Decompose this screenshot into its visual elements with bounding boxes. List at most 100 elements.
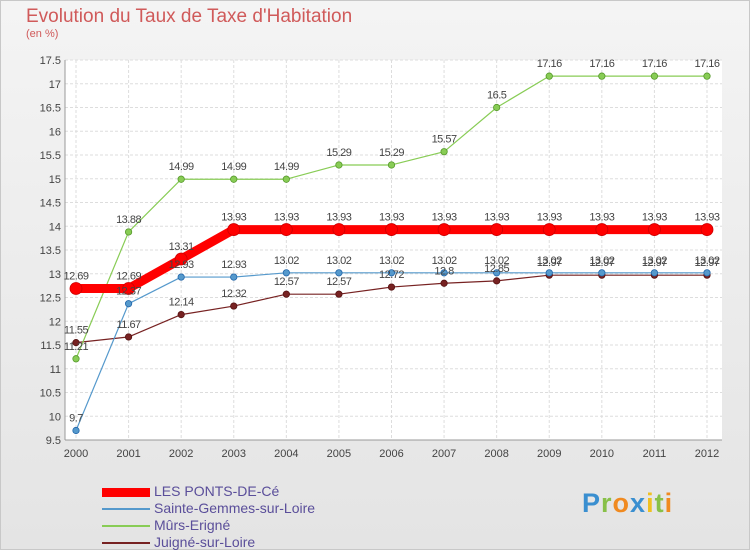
data-point	[72, 355, 80, 363]
data-label: 12.93	[221, 259, 246, 271]
data-point	[230, 273, 238, 281]
data-point	[493, 103, 501, 112]
data-point	[282, 269, 290, 277]
data-point	[335, 290, 343, 298]
data-label: 12.69	[116, 270, 141, 282]
x-tick-label: 2011	[643, 448, 667, 460]
y-tick-label: 16	[49, 126, 61, 138]
data-label: 13.02	[694, 255, 719, 267]
data-label: 15.57	[432, 134, 457, 146]
data-point	[387, 283, 396, 291]
data-point	[72, 426, 80, 435]
data-point	[387, 161, 396, 169]
data-point	[227, 223, 241, 236]
y-tick-label: 12.5	[40, 293, 61, 305]
data-point	[279, 223, 293, 236]
x-tick-label: 2008	[484, 448, 508, 460]
y-tick-label: 13	[49, 269, 61, 281]
data-point	[440, 148, 448, 156]
data-label: 13.93	[694, 212, 719, 224]
data-point	[385, 223, 398, 236]
x-tick-label: 2004	[274, 448, 298, 460]
logo-letter: t	[654, 488, 665, 518]
legend-swatch	[102, 542, 150, 544]
y-tick-label: 16.5	[40, 103, 61, 115]
data-label: 11.67	[116, 319, 141, 331]
data-label: 17.16	[537, 58, 562, 70]
data-point	[122, 282, 135, 295]
data-point	[598, 269, 606, 277]
data-label: 13.02	[484, 255, 509, 267]
x-tick-label: 2006	[379, 448, 403, 460]
y-tick-label: 15.5	[40, 150, 61, 162]
data-point	[545, 269, 553, 277]
legend-swatch	[102, 487, 150, 497]
x-tick-label: 2001	[116, 448, 140, 460]
data-label: 13.93	[274, 212, 299, 224]
data-point	[282, 290, 290, 298]
data-point	[335, 161, 343, 169]
data-label: 17.16	[589, 58, 614, 70]
y-tick-label: 15	[49, 174, 61, 186]
data-point	[650, 269, 659, 277]
data-point	[174, 252, 188, 266]
x-tick-label: 2010	[590, 448, 614, 460]
y-tick-label: 14	[49, 221, 61, 233]
legend-label: Juigné-sur-Loire	[154, 534, 256, 550]
data-label: 17.16	[642, 58, 667, 70]
data-point	[493, 277, 501, 285]
data-label: 14.99	[274, 161, 299, 173]
data-point	[72, 339, 80, 347]
data-label: 13.93	[537, 212, 562, 224]
data-label: 13.93	[484, 212, 509, 224]
data-point	[440, 269, 448, 277]
data-label: 13.88	[116, 214, 141, 226]
data-point	[440, 279, 448, 287]
y-tick-label: 11	[50, 364, 61, 376]
plot-area	[65, 60, 722, 440]
data-label: 12.32	[221, 288, 246, 300]
x-tick-label: 2012	[695, 448, 719, 460]
data-point	[545, 72, 553, 80]
legend-swatch	[102, 525, 150, 527]
data-point	[598, 72, 606, 80]
data-point	[124, 228, 133, 236]
data-point	[335, 269, 343, 277]
data-label: 12.72	[379, 269, 404, 281]
data-point	[490, 223, 504, 236]
logo-letter: x	[630, 488, 647, 518]
data-label: 16.5	[487, 90, 507, 102]
chart-title: Evolution du Taux de Taxe d'Habitation	[26, 6, 353, 27]
x-tick-label: 2009	[537, 448, 561, 460]
logo-letter: P	[582, 488, 602, 518]
y-tick-label: 9.5	[46, 435, 61, 447]
chart-subtitle: (en %)	[26, 28, 59, 40]
data-label: 13.02	[326, 255, 351, 267]
data-label: 13.93	[221, 212, 246, 224]
data-point	[437, 223, 451, 236]
data-label: 13.93	[589, 212, 614, 224]
data-point	[69, 282, 83, 295]
x-tick-label: 2007	[432, 448, 456, 460]
data-label: 17.16	[694, 58, 719, 70]
data-label: 13.93	[642, 212, 667, 224]
data-point	[648, 223, 661, 236]
y-tick-label: 17.5	[40, 55, 61, 67]
data-label: 12.8	[434, 265, 454, 277]
data-label: 12.97	[694, 257, 719, 269]
y-tick-label: 10	[49, 411, 61, 423]
legend-swatch	[102, 508, 150, 510]
data-label: 13.02	[589, 255, 614, 267]
data-label: 13.02	[432, 255, 457, 267]
data-label: 11.21	[64, 341, 89, 353]
data-label: 12.93	[169, 259, 194, 271]
data-label: 9.7	[69, 413, 83, 425]
data-label: 15.29	[379, 147, 404, 159]
x-tick-label: 2002	[169, 448, 193, 460]
legend-label: Mûrs-Erigné	[154, 517, 231, 533]
x-tick-label: 2000	[64, 448, 88, 460]
legend-label: LES PONTS-DE-Cé	[154, 483, 280, 499]
data-point	[177, 273, 185, 281]
data-point	[124, 300, 133, 308]
x-tick-label: 2003	[222, 448, 246, 460]
